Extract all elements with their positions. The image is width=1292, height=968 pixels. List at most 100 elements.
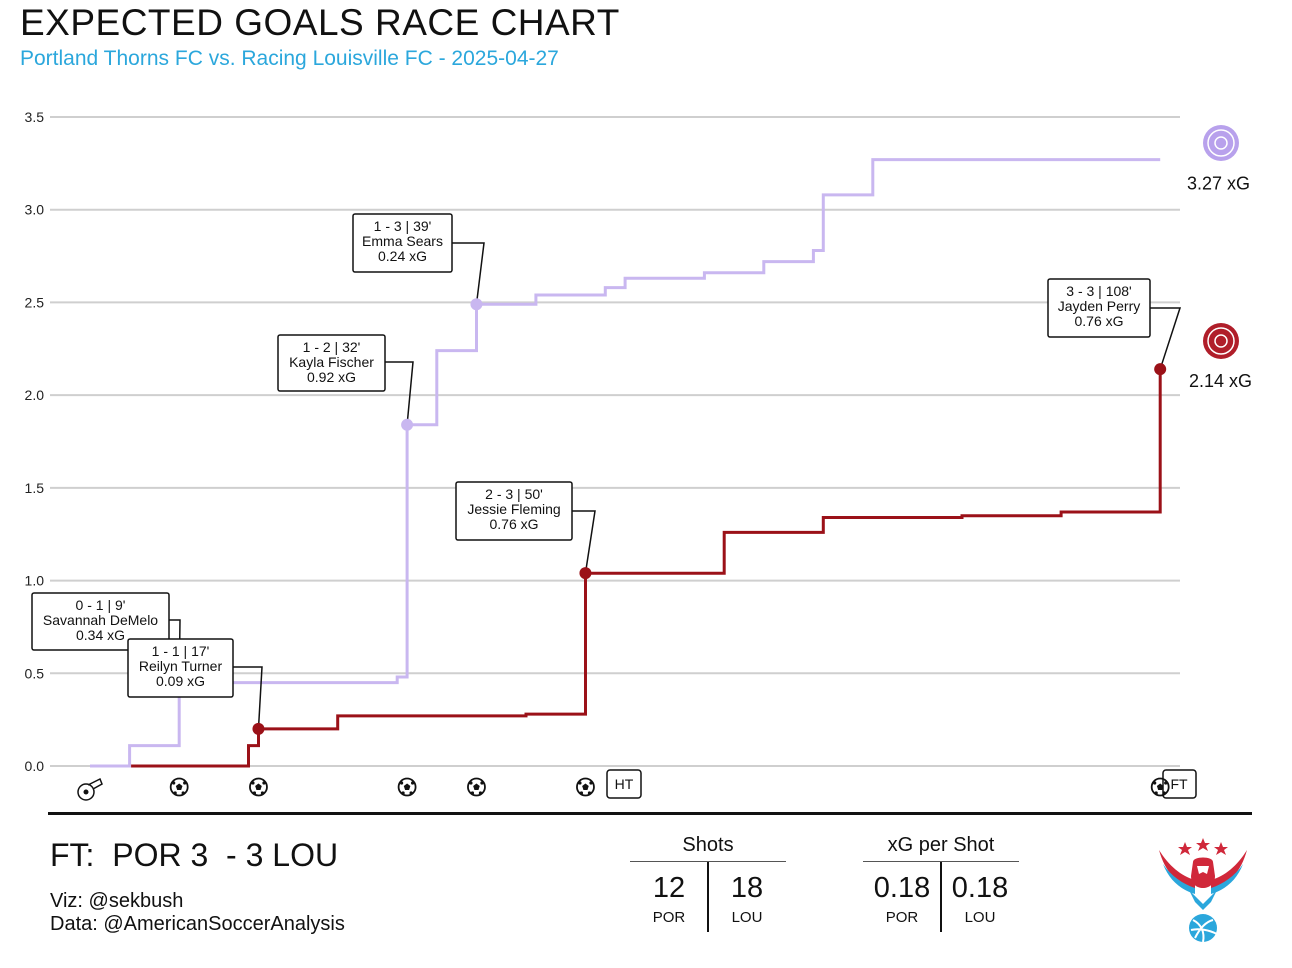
annotation-leader [1150, 307, 1182, 370]
xg-per-shot-lou-value: 0.18 [951, 872, 1009, 904]
goal-ball-icon [249, 777, 268, 797]
crest-ring [1207, 129, 1235, 157]
ball-dot [181, 791, 185, 795]
whistle-ball [83, 789, 89, 795]
y-tick-label: 0.5 [25, 665, 45, 681]
annotation-score: 2 - 3 | 50' [485, 486, 543, 502]
ball-patch [175, 783, 183, 790]
annotation-leader [233, 666, 263, 729]
annotation-player: Savannah DeMelo [43, 612, 158, 628]
ball-dot [1154, 791, 1158, 795]
ball-dot [251, 781, 255, 785]
series-line-lou [90, 158, 1161, 768]
half-time-label: HT [615, 776, 634, 792]
data-credit: Data: @AmericanSoccerAnalysis [50, 913, 345, 935]
annotation-box [31, 592, 170, 651]
annotation-xg: 0.09 xG [156, 673, 205, 689]
xg-per-shot-header: xG per Shot [863, 834, 1019, 862]
ball-dot [399, 781, 404, 785]
full-time-label: FT [1170, 776, 1188, 792]
ball-dot [578, 781, 582, 785]
ball-dot [410, 781, 415, 785]
y-tick-label: 2.0 [25, 387, 45, 403]
annotation-box [1047, 278, 1151, 338]
ball-dot [173, 791, 177, 795]
asa-eagle-logo [1159, 838, 1247, 943]
ball-dot [252, 791, 257, 795]
annotation-score: 1 - 1 | 17' [152, 643, 210, 659]
shots-divider [707, 862, 709, 932]
annotation-player: Emma Sears [362, 233, 443, 249]
final-score: FT: POR 3 - 3 LOU [50, 837, 339, 873]
ball-dot [470, 791, 475, 795]
viz-credit: Viz: @sekbush [50, 890, 184, 912]
chart-subtitle: Portland Thorns FC vs. Racing Louisville… [20, 47, 559, 70]
whistle-mouth [87, 777, 103, 790]
goal-marker-por [252, 722, 265, 735]
end-label-lou: 3.27 xG [1187, 174, 1250, 194]
xg-per-shot-por-value: 0.18 [873, 872, 931, 904]
xg-per-shot-lou-label: LOU [964, 909, 996, 926]
racing-louisville-crest-icon [1203, 125, 1239, 161]
annotation-xg: 0.34 xG [76, 627, 125, 643]
ball-dot [587, 791, 592, 795]
annotation-box [352, 213, 453, 273]
ball-dot [262, 781, 266, 785]
ball-dot [478, 791, 483, 795]
series-line-por [90, 369, 1162, 768]
ball-patch [473, 783, 480, 790]
ball-patch [582, 783, 589, 790]
annotation-leader [385, 361, 414, 425]
goal-marker-por [579, 567, 592, 580]
annotation-leader [572, 510, 596, 574]
ball-dot [260, 791, 265, 795]
ball-dot [172, 781, 176, 785]
ball-dot [401, 791, 405, 795]
annotation-xg: 0.24 xG [378, 248, 427, 264]
ball-dot [1153, 781, 1157, 785]
y-tick-label: 0.0 [25, 758, 45, 774]
ball-patch [1156, 783, 1164, 790]
annotation-xg: 0.76 xG [489, 516, 538, 532]
xg-per-shot-stat: xG per Shot 0.18 POR 0.18 LOU [863, 834, 1019, 934]
annotation-box [277, 334, 386, 392]
half-time-box [606, 769, 642, 799]
xg-per-shot-por-label: POR [885, 909, 919, 926]
goal-ball-icon [467, 777, 486, 797]
full-time-box [1162, 769, 1197, 799]
ball-dot [183, 781, 187, 785]
shots-por-value: 12 [652, 872, 686, 904]
y-tick-label: 1.5 [25, 480, 45, 496]
end-label-por: 2.14 xG [1189, 371, 1252, 391]
y-tick-label: 3.5 [25, 109, 45, 125]
xg-race-chart: 0.0 0.5 1.0 1.5 2.0 2.5 3.0 3.5 2.14 xG 3.27 xG 0 … [25, 109, 1252, 801]
ball-patch [403, 783, 411, 790]
ball-dot [589, 781, 593, 785]
ball-dot [1164, 781, 1168, 785]
goal-marker-lou [470, 298, 483, 311]
annotation-box [455, 481, 573, 541]
crest-center [1214, 334, 1228, 348]
whistle-body [77, 783, 95, 801]
crest-center [1214, 136, 1228, 150]
footer-divider [48, 812, 1252, 815]
portland-thorns-crest-icon [1203, 323, 1239, 359]
annotation-player: Jessie Fleming [467, 501, 560, 517]
y-tick-label: 3.0 [25, 202, 45, 218]
annotation-player: Reilyn Turner [139, 658, 223, 674]
chart-title: EXPECTED GOALS RACE CHART [20, 2, 620, 43]
annotation-score: 1 - 2 | 32' [303, 339, 361, 355]
goal-ball-icon [397, 777, 417, 797]
shots-por-label: POR [652, 909, 686, 926]
ball-dot [469, 781, 473, 785]
annotation-score: 0 - 1 | 9' [76, 597, 126, 613]
y-tick-label: 1.0 [25, 573, 45, 589]
annotation-xg: 0.92 xG [307, 369, 356, 385]
shots-lou-label: LOU [731, 909, 763, 926]
